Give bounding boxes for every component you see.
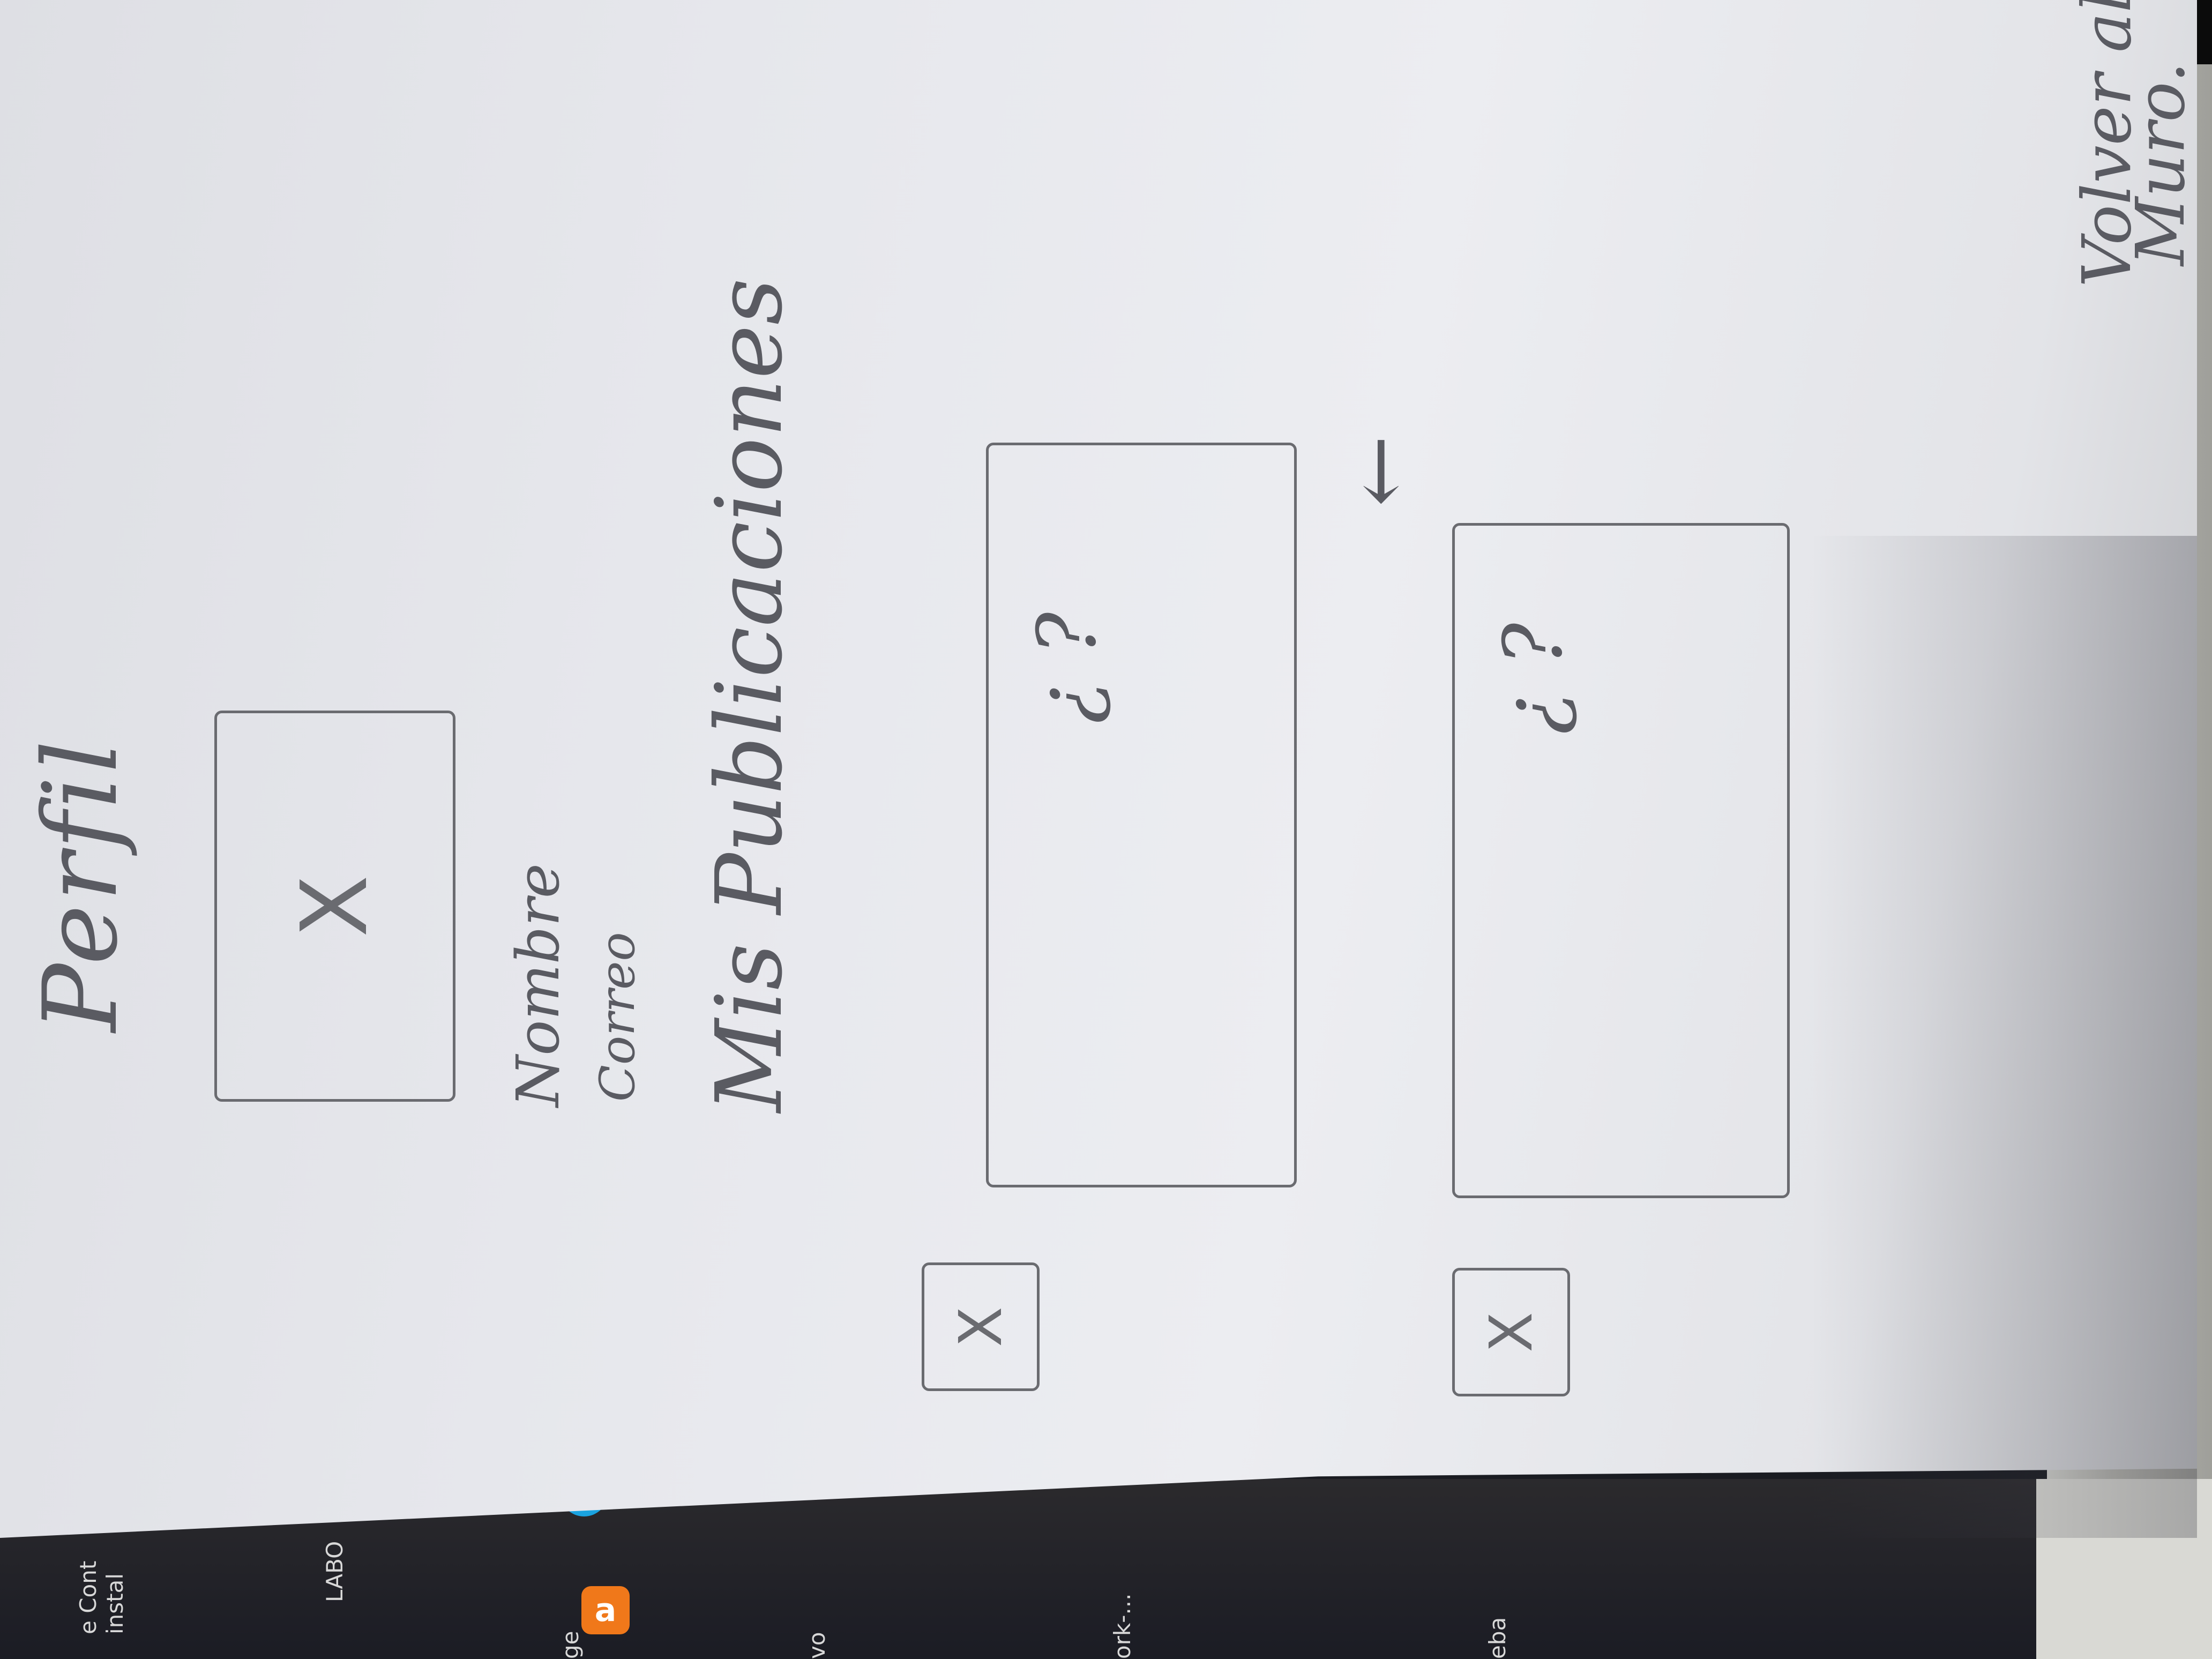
post-card[interactable]: ¿ ? xyxy=(986,443,1297,1187)
post-avatar-placeholder: X xyxy=(1452,1268,1570,1396)
profile-name-label: Nombre xyxy=(504,863,572,1107)
back-link-label-line2[interactable]: Muro. xyxy=(2122,61,2200,266)
profile-email-label: Correo xyxy=(589,932,646,1102)
post-content: ¿ ? xyxy=(1487,623,1580,735)
page-title: Perfil xyxy=(21,737,140,1032)
desk-surface-bottom-right xyxy=(2036,1479,2212,1659)
paper-sheet xyxy=(0,0,2197,1538)
post-avatar-placeholder: X xyxy=(922,1262,1040,1391)
image-placeholder-x: X xyxy=(946,1306,1015,1347)
image-placeholder-x: X xyxy=(1477,1312,1545,1352)
post-content: ¿ ? xyxy=(1021,612,1114,724)
paper-shadow xyxy=(1811,536,2197,1538)
post-card[interactable]: ¿ ? xyxy=(1452,523,1790,1198)
profile-photo-placeholder: X xyxy=(214,711,455,1102)
left-arrow-icon[interactable]: ← xyxy=(1329,435,1429,507)
image-placeholder-x: X xyxy=(282,875,388,938)
antivirus-icon: a xyxy=(581,1586,630,1634)
posts-section-heading: Mis Publicaciones xyxy=(697,278,803,1112)
